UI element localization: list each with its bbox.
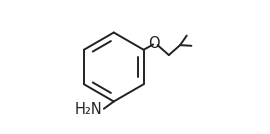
- Text: O: O: [148, 36, 160, 51]
- Text: H₂N: H₂N: [75, 102, 103, 117]
